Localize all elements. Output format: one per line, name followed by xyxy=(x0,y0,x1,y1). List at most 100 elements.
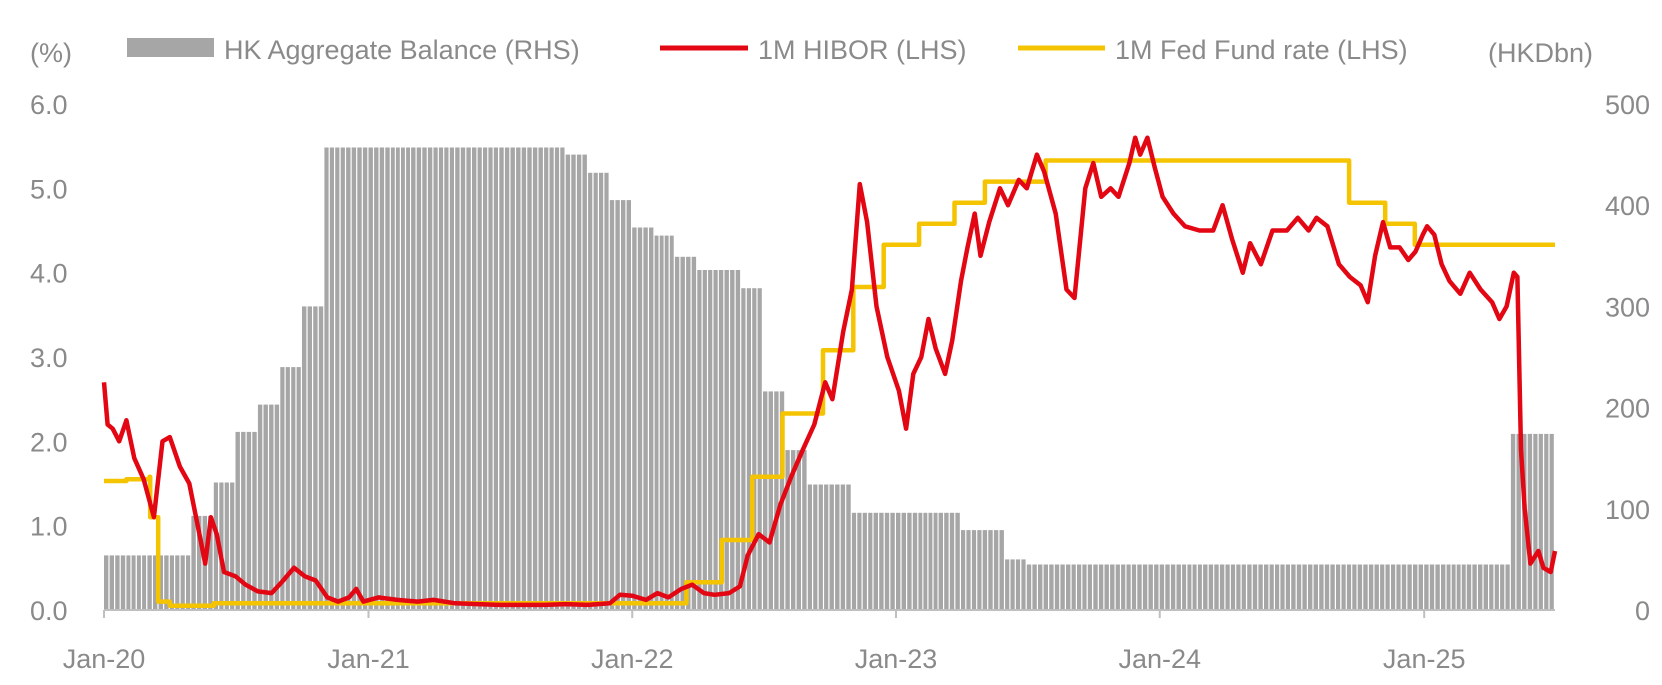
aggregate-balance-bar xyxy=(466,147,471,610)
aggregate-balance-bar xyxy=(654,235,659,610)
aggregate-balance-bar xyxy=(318,306,324,610)
aggregate-balance-bar xyxy=(746,288,751,610)
aggregate-balance-bar xyxy=(1308,564,1313,610)
aggregate-balance-bar xyxy=(1170,564,1176,610)
aggregate-balance-bar xyxy=(521,147,527,610)
aggregate-balance-bar xyxy=(896,512,901,610)
aggregate-balance-bar xyxy=(1021,559,1026,610)
aggregate-balance-bar xyxy=(438,147,444,610)
aggregate-balance-bar xyxy=(1483,564,1488,610)
aggregate-balance-bar xyxy=(966,530,971,610)
aggregate-balance-bar xyxy=(730,270,735,610)
aggregate-balance-bar xyxy=(944,512,949,610)
aggregate-balance-bar xyxy=(291,367,296,610)
aggregate-balance-bar xyxy=(1544,433,1549,610)
aggregate-balance-bar xyxy=(851,512,857,610)
aggregate-balance-bar xyxy=(136,555,141,610)
aggregate-balance-bar xyxy=(493,147,498,610)
aggregate-balance-bar xyxy=(109,555,114,610)
aggregate-balance-bar xyxy=(1538,433,1543,610)
aggregate-balance-bar xyxy=(840,484,846,610)
aggregate-balance-bar xyxy=(510,147,515,610)
aggregate-balance-bar xyxy=(632,227,637,610)
aggregate-balance-bar xyxy=(708,270,713,610)
left-axis-tick-label: 0.0 xyxy=(30,596,68,626)
right-axis-tick-label: 400 xyxy=(1605,191,1650,221)
aggregate-balance-bar xyxy=(691,256,697,610)
aggregate-balance-bar xyxy=(1165,564,1170,610)
aggregate-balance-bar xyxy=(263,404,268,610)
aggregate-balance-bar xyxy=(565,154,571,610)
aggregate-balance-bar xyxy=(1247,564,1252,610)
aggregate-balance-bar xyxy=(351,147,357,610)
aggregate-balance-bar xyxy=(1533,433,1538,610)
aggregate-balance-bar xyxy=(1176,564,1181,610)
aggregate-balance-bar xyxy=(153,555,158,610)
aggregate-balance-bar xyxy=(1324,564,1330,610)
aggregate-balance-bar xyxy=(1424,564,1429,610)
aggregate-balance-bar xyxy=(1363,564,1368,610)
aggregate-balance-bar xyxy=(1187,564,1192,610)
aggregate-balance-bar xyxy=(868,512,873,610)
aggregate-balance-bars xyxy=(104,147,1554,611)
aggregate-balance-bar xyxy=(374,147,379,610)
aggregate-balance-bar xyxy=(549,147,554,610)
aggregate-balance-bar xyxy=(329,147,334,610)
aggregate-balance-bar xyxy=(460,147,466,610)
left-axis-unit: (%) xyxy=(30,38,72,68)
aggregate-balance-bar xyxy=(1203,564,1208,610)
aggregate-balance-bar xyxy=(1126,564,1131,610)
aggregate-balance-bar xyxy=(224,482,229,610)
aggregate-balance-bar xyxy=(1446,564,1451,610)
aggregate-balance-bar xyxy=(752,288,757,610)
aggregate-balance-bar xyxy=(1510,433,1516,610)
aggregate-balance-bar xyxy=(302,306,307,610)
aggregate-balance-bar xyxy=(362,147,368,610)
aggregate-balance-bar xyxy=(879,512,884,610)
aggregate-balance-bar xyxy=(296,367,301,610)
aggregate-balance-bar xyxy=(818,484,823,610)
aggregate-balance-bar xyxy=(449,147,454,610)
aggregate-balance-bar xyxy=(1285,564,1290,610)
x-axis-tick-label: Jan-20 xyxy=(63,644,146,674)
aggregate-balance-bar xyxy=(593,172,598,611)
aggregate-balance-bar xyxy=(1280,564,1285,610)
aggregate-balance-bar xyxy=(796,450,801,610)
right-axis: 0 100 200 300 400 500 xyxy=(1605,90,1650,626)
aggregate-balance-bar xyxy=(538,147,543,610)
fed-fund-rate-line xyxy=(104,158,1555,609)
aggregate-balance-bar xyxy=(1252,564,1258,610)
aggregate-balance-bar xyxy=(604,172,609,611)
legend-label-aggregate-balance: HK Aggregate Balance (RHS) xyxy=(224,35,580,65)
aggregate-balance-bar xyxy=(1137,564,1142,610)
aggregate-balance-bar xyxy=(1230,564,1236,610)
aggregate-balance-bar xyxy=(560,147,565,610)
aggregate-balance-bar xyxy=(346,147,351,610)
aggregate-balance-bar xyxy=(324,147,329,610)
aggregate-balance-bar xyxy=(1352,564,1357,610)
aggregate-balance-bar xyxy=(1418,564,1423,610)
aggregate-balance-bar xyxy=(1104,564,1109,610)
aggregate-balance-bar xyxy=(1494,564,1499,610)
aggregate-balance-bar xyxy=(257,404,263,610)
aggregate-balance-bar xyxy=(131,555,136,610)
left-axis-tick-label: 6.0 xyxy=(30,90,68,120)
aggregate-balance-bar xyxy=(785,450,790,610)
aggregate-balance-bar xyxy=(1038,564,1043,610)
aggregate-balance-bar xyxy=(1527,433,1533,610)
aggregate-balance-bar xyxy=(1241,564,1246,610)
aggregate-balance-bar xyxy=(1275,564,1280,610)
legend-label-fed-fund: 1M Fed Fund rate (LHS) xyxy=(1115,35,1408,65)
aggregate-balance-bar xyxy=(164,555,169,610)
aggregate-balance-bar xyxy=(971,530,977,610)
aggregate-balance-bar xyxy=(1071,564,1076,610)
aggregate-balance-bar xyxy=(379,147,385,610)
aggregate-balance-bar xyxy=(955,512,960,610)
aggregate-balance-bar xyxy=(307,306,312,610)
aggregate-balance-bar xyxy=(390,147,395,610)
right-axis-tick-label: 200 xyxy=(1605,394,1650,424)
aggregate-balance-bar xyxy=(669,235,674,610)
aggregate-balance-bar xyxy=(977,530,982,610)
aggregate-balance-bar xyxy=(483,147,488,610)
